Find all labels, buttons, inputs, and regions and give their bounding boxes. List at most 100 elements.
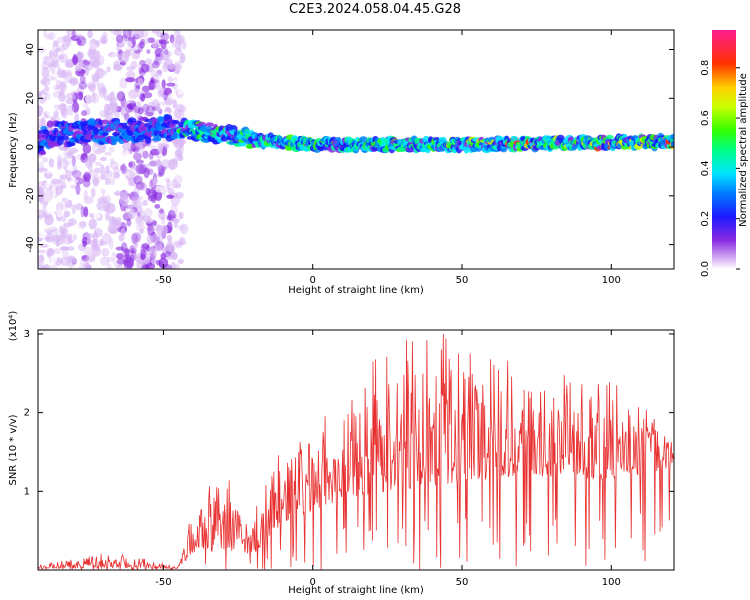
heatmap-cell [136,224,146,231]
heatmap-cell [115,246,125,251]
heatmap-cell [178,237,186,246]
heatmap-cell [151,30,160,35]
heatmap-cell [52,234,63,242]
heatmap-cell [44,214,54,226]
heatmap-cell [144,218,154,224]
heatmap-cell [40,117,46,127]
heatmap-cell [51,68,56,76]
heatmap-cell [67,150,74,156]
heatmap-cell [115,216,122,228]
heatmap-cell [132,152,142,161]
snr-x-tick-label: 0 [310,577,316,588]
heatmap-cell [50,116,55,121]
heatmap-cell [135,85,140,90]
heatmap-cell [59,174,68,180]
heatmap-cell [334,136,342,142]
heatmap-cell [94,161,102,166]
heatmap-cell [142,150,149,159]
snr-y-tick-label: 3 [24,329,30,340]
colorbar-label: Normalized spectral amplitude [738,73,749,227]
heatmap-cell [110,91,115,97]
heatmap-cell [136,211,141,217]
heatmap-cell [168,92,177,100]
heatmap-cell [97,196,108,205]
heatmap-cell [89,121,97,126]
heatmap-cell [150,79,159,84]
heatmap-cell [145,105,155,117]
spectrogram-x-tick-label: 100 [602,275,621,286]
heatmap-cell [75,203,84,211]
heatmap-cell [172,227,179,235]
heatmap-cell [142,103,150,113]
heatmap-cell [160,32,170,41]
heatmap-cell [156,259,161,266]
spectrogram-y-axis-label: Frequency (Hz) [8,112,19,188]
heatmap-cell [81,254,90,262]
heatmap-cell [140,249,147,260]
heatmap-cell [48,264,58,269]
heatmap-cell [160,39,167,50]
heatmap-cell [135,159,144,164]
colorbar-gradient [712,30,736,269]
heatmap-cell [157,172,163,177]
heatmap-cell [57,54,65,60]
heatmap-cell [82,240,87,248]
heatmap-cell [59,184,67,189]
heatmap-cell [422,135,430,143]
heatmap-cell [170,217,181,224]
heatmap-cell [96,201,103,211]
heatmap-cell [84,60,94,71]
heatmap-cell [82,178,91,188]
heatmap-cell [69,218,75,226]
heatmap-cell [157,143,164,154]
heatmap-cell [84,256,90,268]
heatmap-cell [113,30,123,36]
heatmap-cell [79,100,86,109]
heatmap-cell [177,36,184,45]
heatmap-cell [90,205,96,211]
heatmap-cell [173,63,181,70]
heatmap-cell [78,264,89,269]
heatmap-cell [115,252,125,260]
heatmap-cell [91,174,101,185]
heatmap-cell [146,49,151,54]
heatmap-cell [172,157,179,165]
heatmap-cell [84,173,92,181]
heatmap-cell [158,165,165,176]
heatmap-cell [100,156,107,162]
heatmap-cell [100,175,107,181]
heatmap-cell [110,96,117,107]
heatmap-cell [90,187,96,198]
heatmap-cell [174,149,182,158]
heatmap-cell [120,107,125,116]
heatmap-cell [177,138,187,145]
heatmap-cell [205,122,214,127]
heatmap-cell [119,194,129,207]
heatmap-cell [43,182,51,189]
heatmap-cell [71,155,77,167]
heatmap-cell [173,182,182,189]
heatmap-cell [157,86,165,95]
heatmap-cell [53,49,59,58]
heatmap-cell [150,77,155,84]
heatmap-cell [92,143,98,154]
heatmap-cell [42,205,47,217]
heatmap-cell [605,134,614,140]
heatmap-cell [99,241,108,246]
heatmap-cell [158,257,169,269]
heatmap-cell [48,50,54,59]
heatmap-cell [174,48,182,56]
heatmap-cell [96,182,106,187]
heatmap-cell [145,58,153,64]
heatmap-cell [60,70,67,79]
heatmap-cell [115,189,120,197]
heatmap-cell [71,204,77,215]
heatmap-cell [120,166,129,174]
heatmap-cell [134,184,140,197]
heatmap-cell [131,165,141,171]
heatmap-cell [82,143,92,154]
colorbar-tick-label: 0.2 [700,211,711,227]
heatmap-cell [137,77,144,86]
heatmap-cell [141,231,148,243]
heatmap-cell [60,228,68,234]
